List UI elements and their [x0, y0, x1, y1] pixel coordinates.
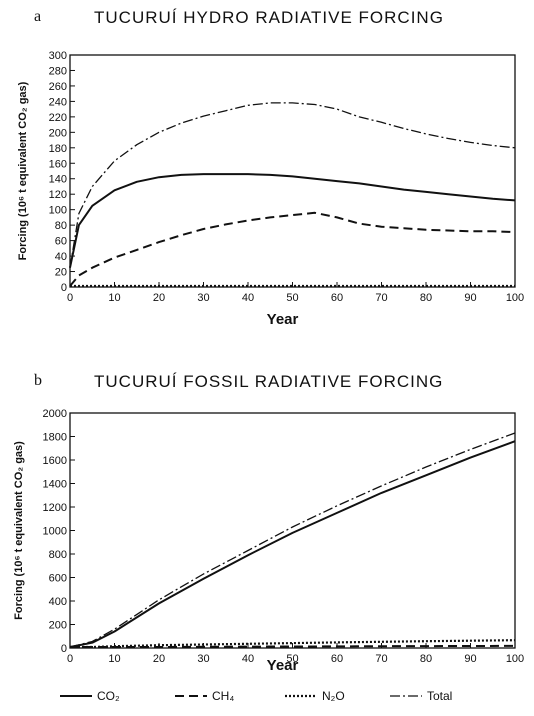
y-tick-label: 120 — [49, 189, 67, 201]
y-tick-label: 1600 — [43, 455, 67, 467]
y-tick-label: 80 — [55, 220, 67, 232]
x-tick-label: 10 — [108, 653, 120, 665]
x-tick-label: 40 — [242, 653, 254, 665]
panel-a-letter: a — [34, 8, 42, 25]
y-tick-label: 40 — [55, 251, 67, 263]
x-axis-label: Year — [267, 657, 299, 674]
panel-b-title: TUCURUÍ FOSSIL RADIATIVE FORCING — [94, 372, 444, 391]
y-tick-label: 1800 — [43, 432, 67, 444]
y-tick-label: 220 — [49, 112, 67, 124]
y-tick-label: 200 — [49, 127, 67, 139]
y-tick-label: 0 — [61, 643, 67, 655]
y-tick-label: 1000 — [43, 526, 67, 538]
series-line-dashdot — [69, 102, 516, 268]
y-tick-label: 160 — [49, 158, 67, 170]
x-tick-label: 20 — [153, 292, 165, 304]
y-axis-label: Forcing (10⁶ t equivalent CO₂ gas) — [17, 81, 29, 260]
x-tick-label: 70 — [375, 653, 387, 665]
y-tick-label: 800 — [49, 549, 67, 561]
x-tick-label: 30 — [197, 653, 209, 665]
y-tick-label: 0 — [61, 282, 67, 294]
panel-a-title: TUCURUÍ HYDRO RADIATIVE FORCING — [94, 8, 444, 27]
plot-frame — [69, 54, 516, 288]
legend-label: N₂O — [322, 689, 345, 703]
series-line-solid — [69, 440, 516, 648]
x-tick-label: 10 — [108, 292, 120, 304]
x-tick-label: 40 — [242, 292, 254, 304]
y-tick-label: 260 — [49, 81, 67, 93]
y-tick-label: 100 — [49, 205, 67, 217]
legend-label: CO₂ — [97, 689, 120, 703]
series-line-dotted — [70, 639, 516, 649]
y-tick-label: 600 — [49, 573, 67, 585]
x-axis-label: Year — [267, 311, 299, 328]
y-tick-label: 400 — [49, 596, 67, 608]
x-tick-label: 0 — [67, 653, 73, 665]
x-tick-label: 0 — [67, 292, 73, 304]
y-tick-label: 280 — [49, 65, 67, 77]
series-line-dashdot — [69, 432, 516, 648]
x-tick-label: 90 — [464, 653, 476, 665]
x-tick-label: 100 — [506, 292, 524, 304]
plot-frame — [69, 412, 516, 649]
x-tick-label: 50 — [286, 653, 298, 665]
legend: CO₂ CH₄ N₂O Total — [60, 689, 452, 703]
series-line-solid — [69, 173, 516, 268]
x-tick-label: 30 — [197, 292, 209, 304]
y-tick-label: 200 — [49, 620, 67, 632]
x-tick-label: 50 — [286, 292, 298, 304]
y-tick-label: 2000 — [43, 408, 67, 420]
x-tick-label: 90 — [464, 292, 476, 304]
x-tick-label: 70 — [375, 292, 387, 304]
legend-label: CH₄ — [212, 689, 234, 703]
y-tick-label: 60 — [55, 236, 67, 248]
panel-b-letter: b — [34, 372, 42, 389]
panel-a-chart: 0 10 20 30 40 50 60 70 80 90 100 0 20 40 60 80 100 120 140… — [17, 50, 524, 328]
panel-b-chart: 0 10 20 30 40 50 60 70 80 90 100020040060080010001… — [13, 408, 524, 674]
x-tick-label: 60 — [331, 653, 343, 665]
legend-label: Total — [427, 689, 452, 703]
y-tick-label: 20 — [55, 267, 67, 279]
x-tick-label: 60 — [331, 292, 343, 304]
y-tick-label: 1200 — [43, 502, 67, 514]
x-tick-label: 100 — [506, 653, 524, 665]
y-tick-label: 240 — [49, 96, 67, 108]
x-tick-label: 80 — [420, 292, 432, 304]
y-tick-label: 300 — [49, 50, 67, 62]
y-tick-label: 180 — [49, 143, 67, 155]
series-line-dashed — [69, 211, 516, 287]
y-tick-label: 1400 — [43, 479, 67, 491]
y-axis-label: Forcing (10⁶ t equivalent CO₂ gas) — [13, 441, 25, 620]
y-tick-label: 140 — [49, 174, 67, 186]
series-line-dashed — [70, 644, 516, 648]
x-tick-label: 80 — [420, 653, 432, 665]
x-tick-label: 20 — [153, 653, 165, 665]
